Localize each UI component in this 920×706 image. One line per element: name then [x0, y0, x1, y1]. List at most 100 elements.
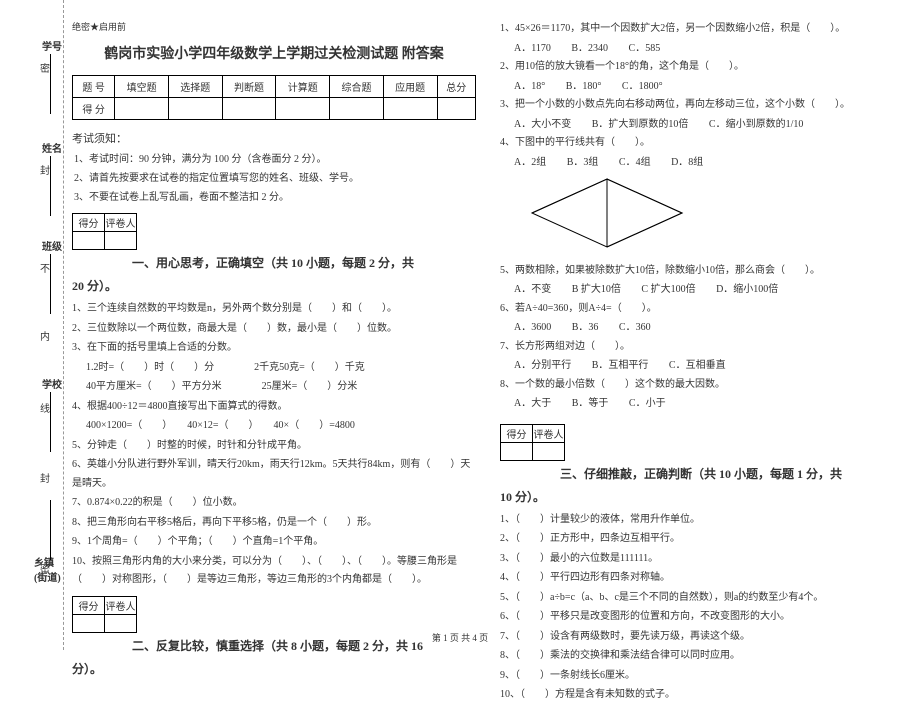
mini-th: 得分 [501, 424, 533, 442]
mini-th: 得分 [73, 214, 105, 232]
td: 得 分 [73, 98, 115, 120]
section3-tail: 10 分）。 [500, 488, 904, 505]
section1-title: 一、用心思考，正确填空（共 10 小题，每题 2 分，共 [72, 254, 476, 271]
scorer-mini-table: 得分 评卷人 [72, 213, 137, 250]
binding-line [50, 392, 51, 452]
opt: C 扩大100倍 [641, 281, 695, 300]
binding-line [50, 254, 51, 314]
page-footer: 第 1 页 共 4 页 [0, 631, 920, 644]
binding-line [50, 54, 51, 114]
options: A．不变 B 扩大10倍 C 扩大100倍 D．缩小100倍 [514, 281, 904, 300]
question: 10、（ ）方程是含有未知数的式子。 [500, 686, 904, 705]
question: 1、三个连续自然数的平均数是n，另外两个数分别是（ ）和（ ）。 [72, 300, 476, 319]
mini-th: 得分 [73, 596, 105, 614]
score-summary-table: 题 号 填空题 选择题 判断题 计算题 综合题 应用题 总分 得 分 [72, 75, 476, 120]
opt: A．1170 [514, 40, 551, 59]
opt: B．扩大到原数的10倍 [592, 116, 689, 135]
section1-tail: 20 分）。 [72, 277, 476, 294]
opt: A．分别平行 [514, 357, 571, 376]
question: 10、按照三角形内角的大小来分类，可以分为（ ）、（ ）、（ ）。等腰三角形是（… [72, 553, 476, 590]
opt: C．360 [619, 319, 651, 338]
question-sub: 1.2时=（ ）时（ ）分 2千克50克=（ ）千克 [86, 359, 476, 378]
question: 4、（ ）平行四边形有四条对称轴。 [500, 569, 904, 588]
question: 8、把三角形向右平移5格后，再向下平移5格，仍是一个（ ）形。 [72, 514, 476, 533]
binding-label-name: 姓名 [42, 140, 62, 155]
options: A．18° B．180° C．1800° [514, 78, 904, 97]
question: 9、1个周角=（ ）个平角；（ ）个直角=1个平角。 [72, 533, 476, 552]
mini-th: 评卷人 [533, 424, 565, 442]
opt: B 扩大10倍 [572, 281, 621, 300]
seal-char: 内 [40, 328, 50, 343]
question: 5、两数相除，如果被除数扩大10倍，除数缩小10倍，那么商会（ ）。 [500, 262, 904, 281]
opt: A．2组 [514, 154, 546, 173]
opt: B．3组 [567, 154, 599, 173]
notice-heading: 考试须知： [72, 130, 476, 146]
opt: C．1800° [622, 78, 663, 97]
mini-th: 评卷人 [105, 596, 137, 614]
opt: C．585 [629, 40, 661, 59]
section3-title: 三、仔细推敲，正确判断（共 10 小题，每题 1 分，共 [500, 465, 904, 482]
scorer-mini-table: 得分 评卷人 [500, 424, 565, 461]
notice-item: 2、请首先按要求在试卷的指定位置填写您的姓名、班级、学号。 [74, 169, 476, 188]
seal-char: 不 [40, 260, 50, 275]
question: 4、根据400÷12＝4800直接写出下面算式的得数。 [72, 398, 476, 417]
question: 3、把一个小数的小数点先向右移动两位，再向左移动三位，这个小数（ ）。 [500, 96, 904, 115]
binding-margin: 学号 密 姓名 封 班级 不 内 学校 线 封 乡镇(街道) 密 [0, 0, 64, 650]
question: 6、英雄小分队进行野外军训，晴天行20km，雨天行12km。5天共行84km，则… [72, 456, 476, 493]
opt: D．8组 [671, 154, 703, 173]
options: A．1170 B．2340 C．585 [514, 40, 904, 59]
question: 7、0.874×0.22的积是（ ）位小数。 [72, 494, 476, 513]
notice-list: 1、考试时间：90 分钟，满分为 100 分（含卷面分 2 分）。 2、请首先按… [74, 150, 476, 207]
question: 6、若A÷40=360，则A÷4=（ ）。 [500, 300, 904, 319]
seal-char: 封 [40, 470, 50, 485]
th: 应用题 [383, 76, 437, 98]
th: 判断题 [222, 76, 276, 98]
rhombus-diagram [512, 174, 702, 252]
question: 1、（ ）计量较少的液体，常用升作单位。 [500, 511, 904, 530]
question: 3、（ ）最小的六位数是111111。 [500, 550, 904, 569]
opt: C．4组 [619, 154, 651, 173]
seal-char: 密 [40, 60, 50, 75]
binding-line [50, 500, 51, 560]
notice-item: 1、考试时间：90 分钟，满分为 100 分（含卷面分 2 分）。 [74, 150, 476, 169]
section2-questions: 1、45×26＝1170，其中一个因数扩大2倍，另一个因数缩小2倍，积是（ ）。… [500, 20, 904, 414]
question: 1、45×26＝1170，其中一个因数扩大2倍，另一个因数缩小2倍，积是（ ）。 [500, 20, 904, 39]
opt: C．缩小到原数的1/10 [709, 116, 803, 135]
th: 填空题 [115, 76, 169, 98]
section1-questions: 1、三个连续自然数的平均数是n，另外两个数分别是（ ）和（ ）。 2、三位数除以… [72, 300, 476, 590]
opt: C．互相垂直 [669, 357, 726, 376]
question-sub: 400×1200=（ ） 40×12=（ ） 40×（ ）=4800 [86, 417, 476, 436]
opt: C．小于 [629, 395, 666, 414]
opt: D．缩小100倍 [716, 281, 778, 300]
section3-questions: 1、（ ）计量较少的液体，常用升作单位。 2、（ ）正方形中，四条边互相平行。 … [500, 511, 904, 705]
question: 2、用10倍的放大镜看一个18°的角，这个角是（ ）。 [500, 58, 904, 77]
options: A．大小不变 B．扩大到原数的10倍 C．缩小到原数的1/10 [514, 116, 904, 135]
th: 计算题 [276, 76, 330, 98]
mini-th: 评卷人 [105, 214, 137, 232]
seal-char: 线 [40, 400, 50, 415]
seal-char: 封 [40, 162, 50, 177]
th: 总分 [437, 76, 475, 98]
binding-line [50, 156, 51, 216]
binding-label-class: 班级 [42, 238, 62, 253]
question-sub: 40平方厘米=（ ）平方分米 25厘米=（ ）分米 [86, 378, 476, 397]
opt: B．2340 [571, 40, 608, 59]
opt: B．等于 [572, 395, 609, 414]
page-body: 绝密★启用前 鹤岗市实验小学四年级数学上学期过关检测试题 附答案 题 号 填空题… [72, 20, 904, 706]
column-right: 1、45×26＝1170，其中一个因数扩大2倍，另一个因数缩小2倍，积是（ ）。… [500, 20, 904, 706]
column-left: 绝密★启用前 鹤岗市实验小学四年级数学上学期过关检测试题 附答案 题 号 填空题… [72, 20, 476, 706]
binding-label-id: 学号 [42, 38, 62, 53]
opt: B．36 [572, 319, 599, 338]
options: A．分别平行 B．互相平行 C．互相垂直 [514, 357, 904, 376]
opt: A．大于 [514, 395, 551, 414]
question: 2、（ ）正方形中，四条边互相平行。 [500, 530, 904, 549]
question: 8、一个数的最小倍数（ ）这个数的最大因数。 [500, 376, 904, 395]
opt: A．不变 [514, 281, 551, 300]
confidential-tag: 绝密★启用前 [72, 20, 476, 33]
options: A．3600 B．36 C．360 [514, 319, 904, 338]
notice-item: 3、不要在试卷上乱写乱画，卷面不整洁扣 2 分。 [74, 188, 476, 207]
opt: B．互相平行 [592, 357, 649, 376]
question: 5、分钟走（ ）时整的时候，时针和分针成平角。 [72, 437, 476, 456]
th: 综合题 [330, 76, 384, 98]
table-row: 题 号 填空题 选择题 判断题 计算题 综合题 应用题 总分 [73, 76, 476, 98]
